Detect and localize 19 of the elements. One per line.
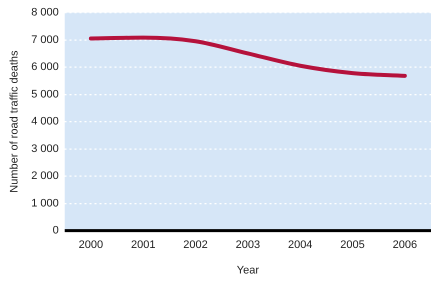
y-tick-label: 3 000 <box>31 142 59 155</box>
x-tick-label: 2006 <box>392 239 418 252</box>
x-tick-label: 2003 <box>236 239 260 252</box>
y-tick-label: 6 000 <box>31 61 59 74</box>
y-tick-label: 7 000 <box>31 34 59 46</box>
y-tick-label: 8 000 <box>31 6 59 19</box>
y-tick-label: 0 <box>52 224 59 237</box>
x-axis-title: Year <box>236 264 260 276</box>
y-axis-title: Number of road traffic deaths <box>8 50 21 193</box>
x-tick-label: 2002 <box>183 239 208 252</box>
y-tick-label: 2 000 <box>31 170 59 182</box>
y-tick-label: 1 000 <box>31 197 59 210</box>
x-tick-label: 2000 <box>78 239 104 252</box>
x-tick-label: 2005 <box>340 239 365 252</box>
y-tick-label: 4 000 <box>31 116 59 128</box>
line-series <box>88 36 407 78</box>
x-tick-label: 2001 <box>130 239 156 252</box>
y-tick-label: 5 000 <box>31 88 59 100</box>
x-tick-label: 2004 <box>288 239 312 252</box>
